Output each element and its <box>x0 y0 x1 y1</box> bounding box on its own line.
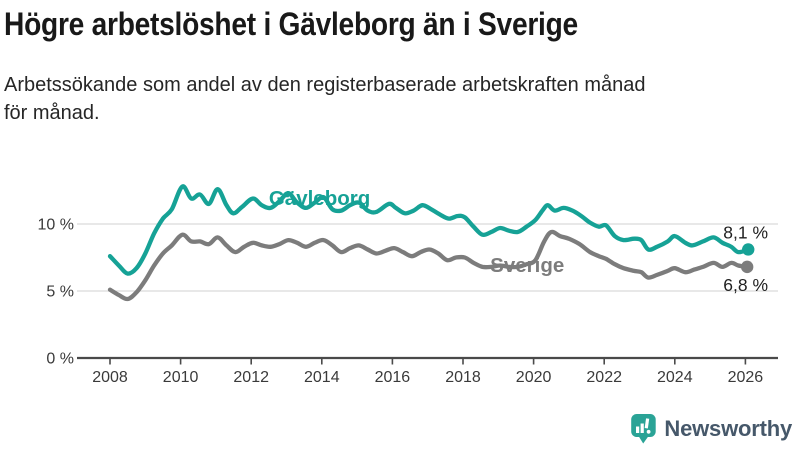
newsworthy-logo: Newsworthy <box>630 413 792 444</box>
series-end-dot-sverige <box>740 260 754 274</box>
chart-subtitle-line1: Arbetssökande som andel av den registerb… <box>4 74 646 96</box>
chart-subtitle-line2: för månad. <box>4 101 100 124</box>
x-axis-tick-label: 2008 <box>92 369 128 386</box>
chart-subtitle: Arbetssökande som andel av den registerb… <box>4 72 774 127</box>
series-line-sverige <box>107 229 750 302</box>
x-axis-tick-label: 2026 <box>728 369 764 386</box>
bar-chart-speech-bubble-icon <box>631 414 657 444</box>
page-title: Högre arbetslöshet i Gävleborg än i Sver… <box>4 6 578 42</box>
y-axis-tick-label: 5 % <box>46 284 74 301</box>
unemployment-line-chart: 10 % 5 % 0 % 2008 2010 2012 2014 2016 2018 2020 20… <box>38 184 778 386</box>
x-axis-tick-label: 2012 <box>233 369 269 386</box>
series-label-sverige: Sverige <box>490 254 564 277</box>
end-value-label-gävleborg: 8,1 % <box>723 222 768 242</box>
y-axis-tick-label: 10 % <box>38 217 74 234</box>
series-label-gävleborg: Gävleborg <box>269 187 370 210</box>
x-axis-tick-label: 2010 <box>163 369 199 386</box>
x-axis-tick-label: 2018 <box>445 369 481 386</box>
end-value-label-sverige: 6,8 % <box>723 275 768 295</box>
logo-wordmark: Newsworthy <box>664 415 792 441</box>
series-end-dot-gävleborg <box>742 243 755 256</box>
x-axis-tick-label: 2016 <box>375 369 411 386</box>
x-axis-tick-label: 2020 <box>516 369 552 386</box>
series-line-gävleborg <box>107 184 751 276</box>
x-axis-tick-label: 2014 <box>304 369 340 386</box>
x-axis-tick-label: 2022 <box>586 369 622 386</box>
y-axis-tick-label: 0 % <box>46 351 74 368</box>
x-axis-tick-label: 2024 <box>657 369 693 386</box>
